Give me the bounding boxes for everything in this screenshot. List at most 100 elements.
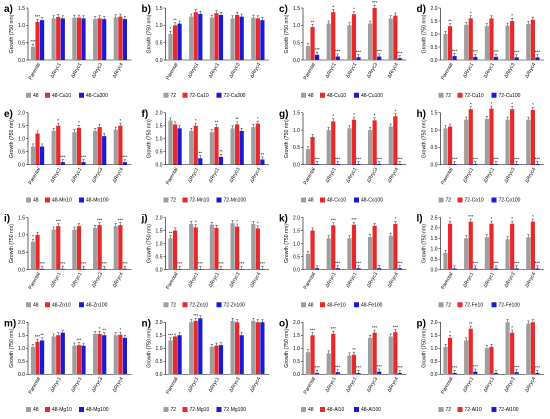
legend-label: 48-Cu10 — [327, 93, 346, 99]
significance-stars: *** — [331, 218, 337, 223]
bar — [56, 17, 61, 60]
y-tick-label: 1.0 — [156, 137, 163, 143]
bar — [315, 268, 320, 270]
legend-swatch — [216, 407, 222, 412]
bar — [377, 268, 382, 270]
legend-swatch — [79, 302, 84, 308]
bar — [76, 345, 82, 375]
bar — [514, 57, 519, 60]
x-tick-label: Parental — [165, 272, 180, 291]
x-tick-label: Parental — [28, 376, 43, 395]
bar — [102, 19, 107, 60]
bar — [331, 121, 336, 165]
legend-label: 48-Al10 — [327, 407, 344, 413]
x-tick-label: ΔRryc1 — [208, 376, 222, 393]
bar — [367, 237, 373, 270]
bar — [218, 156, 224, 165]
bar — [113, 129, 118, 165]
x-tick-label: ΔRryc4 — [524, 167, 538, 184]
legend-label: 48 — [308, 407, 314, 413]
bar — [260, 20, 265, 61]
significance-stars: ** — [448, 18, 452, 23]
bar — [514, 268, 519, 270]
bar — [72, 229, 77, 270]
x-tick-label: Parental — [440, 376, 455, 395]
bar — [331, 225, 336, 270]
significance-stars: *** — [377, 156, 383, 161]
bar — [331, 12, 336, 60]
bar — [235, 14, 240, 60]
y-tick-label: 1.0 — [18, 23, 25, 29]
significance-stars: * — [532, 102, 534, 107]
significance-stars: * — [353, 6, 355, 11]
bar — [30, 241, 36, 270]
bar — [514, 164, 519, 165]
bar — [393, 224, 398, 270]
bar — [40, 20, 45, 61]
x-tick-label: ΔRryc1 — [187, 376, 201, 393]
y-tick-label: 1.5 — [156, 124, 163, 130]
bar — [356, 164, 361, 165]
x-tick-label: ΔRryc4 — [249, 271, 263, 288]
x-tick-label: Parental — [165, 376, 180, 395]
bar — [72, 132, 77, 165]
significance-stars: *** — [493, 261, 499, 266]
y-tick-label: 0.5 — [431, 45, 438, 51]
y-tick-label: 0.0 — [431, 372, 438, 378]
significance-stars: * — [353, 112, 355, 117]
bar — [447, 337, 453, 375]
x-tick-label: ΔRryc1 — [324, 376, 338, 393]
legend-swatch — [491, 302, 497, 308]
legend-label: 48 — [308, 198, 314, 204]
legend-swatch — [163, 407, 169, 412]
y-axis-label: Growth (750 nm) — [147, 119, 153, 158]
panel-label: e) — [4, 109, 13, 120]
bar — [92, 130, 98, 165]
x-tick-label: ΔRryc1 — [208, 62, 222, 79]
bar — [526, 119, 531, 165]
legend-swatch — [320, 197, 325, 203]
y-tick-label: 1.5 — [431, 236, 438, 242]
significance-stars: * — [511, 216, 513, 221]
bar — [347, 128, 352, 165]
bar — [526, 323, 531, 375]
y-axis-label: Growth (750 nm) — [284, 119, 290, 158]
x-tick-label: Parental — [165, 62, 180, 81]
significance-stars: * — [170, 26, 172, 31]
bar — [310, 335, 315, 375]
bar — [60, 18, 65, 60]
bar — [443, 34, 448, 60]
y-tick-label: 1.5 — [293, 228, 300, 234]
x-tick-label: ΔRryc3 — [366, 167, 380, 184]
x-tick-label: ΔRryc1 — [345, 167, 359, 184]
bar — [214, 345, 219, 375]
bar — [76, 127, 82, 165]
bar — [193, 227, 198, 270]
y-axis-label: Growth (750 nm) — [422, 329, 428, 368]
significance-stars: *** — [218, 261, 224, 266]
bar — [102, 335, 107, 375]
bar — [367, 23, 373, 61]
significance-stars: * — [394, 108, 396, 113]
significance-stars: * — [470, 11, 472, 16]
bar — [505, 322, 510, 375]
y-tick-label: 0.5 — [18, 359, 25, 365]
y-tick-label: 2.5 — [431, 215, 438, 221]
x-tick-label: ΔRryc3 — [91, 271, 105, 288]
significance-stars: *** — [239, 261, 245, 266]
bar — [255, 322, 260, 375]
legend-swatch — [457, 302, 463, 308]
x-tick-label: ΔRryc1 — [49, 376, 63, 393]
x-tick-label: ΔRryc1 — [70, 271, 84, 288]
significance-stars: *** — [356, 49, 362, 54]
legend-label: 72 — [446, 407, 452, 413]
x-tick-label: ΔRryc3 — [228, 271, 242, 288]
significance-stars: *** — [76, 337, 82, 342]
bar — [209, 17, 214, 61]
x-tick-label: ΔRryc3 — [366, 376, 380, 393]
bar — [97, 225, 102, 270]
y-tick-label: 1.5 — [18, 124, 25, 130]
significance-stars: * — [332, 114, 334, 119]
significance-stars: *** — [473, 261, 479, 266]
